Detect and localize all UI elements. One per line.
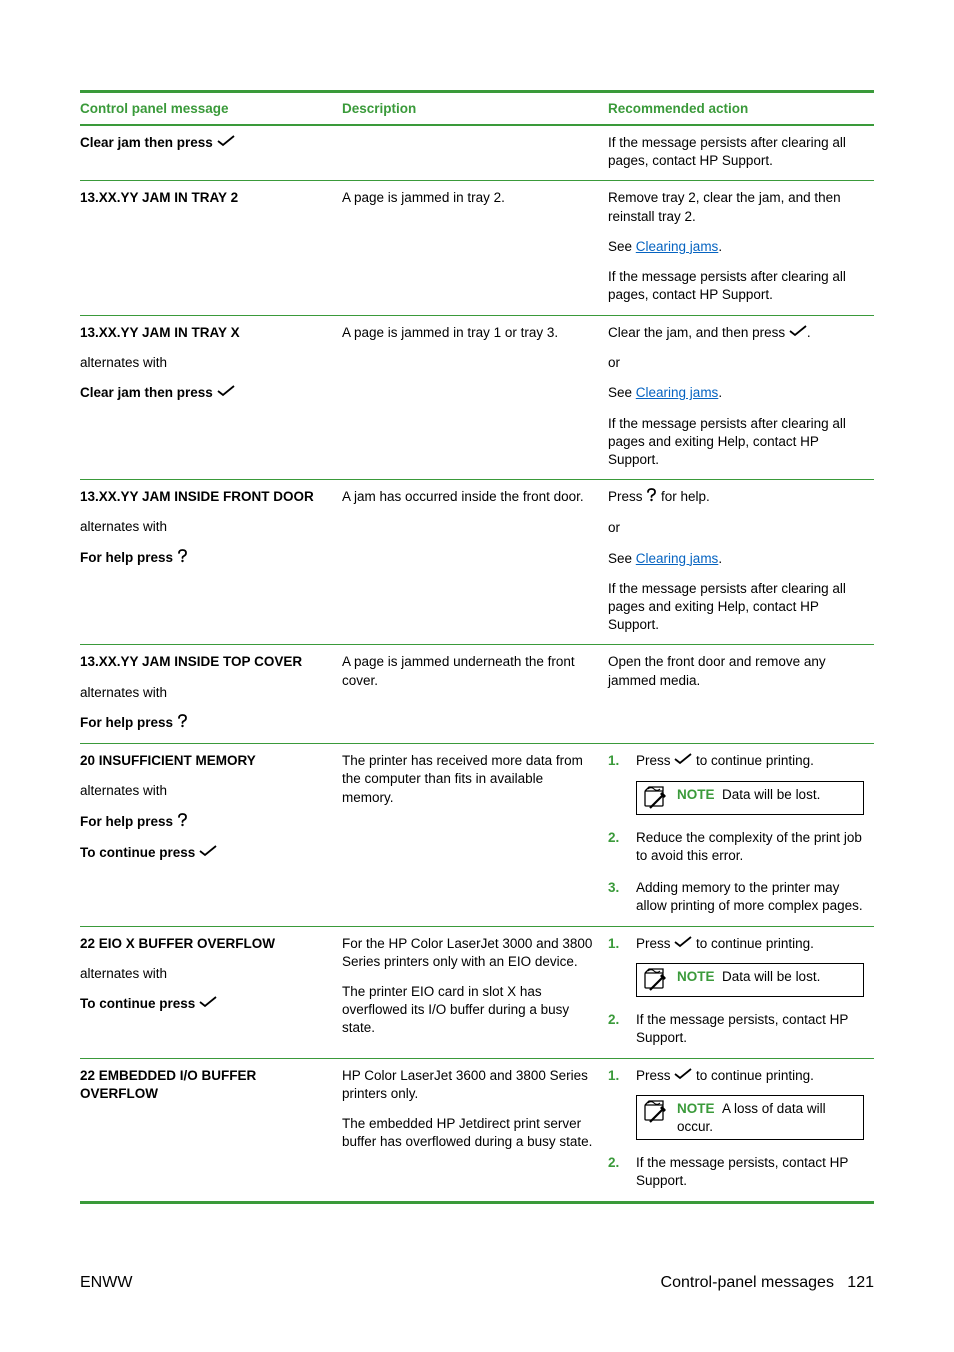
question-icon xyxy=(177,813,188,832)
check-icon xyxy=(217,134,235,152)
note-icon xyxy=(641,968,669,992)
clearing-jams-link[interactable]: Clearing jams xyxy=(636,385,719,400)
action-text: See Clearing jams. xyxy=(608,238,864,256)
document-page: Control panel message Description Recomm… xyxy=(0,0,954,1352)
table-row: 13.XX.YY JAM INSIDE TOP COVER alternates… xyxy=(80,645,874,744)
description-text: The printer has received more data from … xyxy=(342,752,598,807)
action-text: If the message persists after clearing a… xyxy=(608,268,864,304)
description-text: The embedded HP Jetdirect print server b… xyxy=(342,1115,598,1151)
note-box: NOTE Data will be lost. xyxy=(636,781,864,815)
message-text: Clear jam then press xyxy=(80,134,332,153)
description-text: HP Color LaserJet 3600 and 3800 Series p… xyxy=(342,1067,598,1103)
check-icon xyxy=(674,935,692,953)
description-text: For the HP Color LaserJet 3000 and 3800 … xyxy=(342,935,598,971)
description-text: A page is jammed underneath the front co… xyxy=(342,653,598,689)
table-row: 13.XX.YY JAM INSIDE FRONT DOOR alternate… xyxy=(80,480,874,645)
question-icon xyxy=(177,549,188,568)
header-control-panel-message: Control panel message xyxy=(80,92,342,126)
action-list: Press to continue printing. NOTE A loss … xyxy=(608,1067,864,1191)
action-list: Press to continue printing. NOTE Data wi… xyxy=(608,935,864,1048)
question-icon xyxy=(646,488,657,507)
list-item: Press to continue printing. NOTE Data wi… xyxy=(608,935,864,998)
list-item: Adding memory to the printer may allow p… xyxy=(608,879,864,915)
clearing-jams-link[interactable]: Clearing jams xyxy=(636,239,719,254)
header-description: Description xyxy=(342,92,608,126)
check-icon xyxy=(674,1067,692,1085)
table-row: Clear jam then press If the message pers… xyxy=(80,125,874,181)
check-icon xyxy=(217,384,235,402)
action-text: Open the front door and remove any jamme… xyxy=(608,653,864,689)
message-text: 13.XX.YY JAM INSIDE FRONT DOOR xyxy=(80,488,332,506)
action-text: If the message persists after clearing a… xyxy=(608,580,864,635)
list-item: If the message persists, contact HP Supp… xyxy=(608,1011,864,1047)
message-text: 13.XX.YY JAM IN TRAY 2 xyxy=(80,189,332,207)
messages-table: Control panel message Description Recomm… xyxy=(80,90,874,1204)
action-text: See Clearing jams. xyxy=(608,550,864,568)
list-item: Press to continue printing. NOTE A loss … xyxy=(608,1067,864,1141)
message-text: 13.XX.YY JAM INSIDE TOP COVER xyxy=(80,653,332,671)
message-text: alternates with xyxy=(80,782,332,800)
action-text: If the message persists after clearing a… xyxy=(608,134,864,170)
question-icon xyxy=(177,714,188,733)
list-item: Press to continue printing. NOTE Data wi… xyxy=(608,752,864,815)
check-icon xyxy=(674,752,692,770)
description-text: The printer EIO card in slot X has overf… xyxy=(342,983,598,1038)
action-list: Press to continue printing. NOTE Data wi… xyxy=(608,752,864,915)
header-recommended-action: Recommended action xyxy=(608,92,874,126)
table-row: 20 INSUFFICIENT MEMORY alternates with F… xyxy=(80,744,874,926)
message-text: alternates with xyxy=(80,684,332,702)
message-text: alternates with xyxy=(80,518,332,536)
list-item: Reduce the complexity of the print job t… xyxy=(608,829,864,865)
check-icon xyxy=(199,995,217,1013)
action-text: Clear the jam, and then press . xyxy=(608,324,864,343)
note-icon xyxy=(641,786,669,810)
clearing-jams-link[interactable]: Clearing jams xyxy=(636,551,719,566)
message-text: For help press xyxy=(80,714,332,733)
message-text: 13.XX.YY JAM IN TRAY X xyxy=(80,324,332,342)
message-text: Clear jam then press xyxy=(80,384,332,403)
list-item: If the message persists, contact HP Supp… xyxy=(608,1154,864,1190)
note-icon xyxy=(641,1100,669,1124)
check-icon xyxy=(789,324,807,342)
note-box: NOTE A loss of data will occur. xyxy=(636,1095,864,1140)
message-text: alternates with xyxy=(80,354,332,372)
message-text: 22 EMBEDDED I/O BUFFER OVERFLOW xyxy=(80,1067,332,1103)
table-row: 22 EIO X BUFFER OVERFLOW alternates with… xyxy=(80,926,874,1058)
check-icon xyxy=(199,844,217,862)
action-text: or xyxy=(608,354,864,372)
message-text: alternates with xyxy=(80,965,332,983)
action-text: Press for help. xyxy=(608,488,864,507)
table-row: 13.XX.YY JAM IN TRAY 2 A page is jammed … xyxy=(80,181,874,315)
table-row: 13.XX.YY JAM IN TRAY X alternates with C… xyxy=(80,315,874,480)
description-text: A page is jammed in tray 1 or tray 3. xyxy=(342,324,598,342)
table-row: 22 EMBEDDED I/O BUFFER OVERFLOW HP Color… xyxy=(80,1058,874,1202)
note-box: NOTE Data will be lost. xyxy=(636,963,864,997)
footer-left: ENWW xyxy=(80,1274,132,1292)
description-text: A jam has occurred inside the front door… xyxy=(342,488,598,506)
message-text: To continue press xyxy=(80,844,332,863)
message-text: 22 EIO X BUFFER OVERFLOW xyxy=(80,935,332,953)
message-text: For help press xyxy=(80,549,332,568)
footer-right: Control-panel messages 121 xyxy=(661,1274,874,1292)
description-text: A page is jammed in tray 2. xyxy=(342,189,598,207)
action-text: If the message persists after clearing a… xyxy=(608,415,864,470)
action-text: See Clearing jams. xyxy=(608,384,864,402)
page-footer: ENWW Control-panel messages 121 xyxy=(80,1274,874,1292)
message-text: To continue press xyxy=(80,995,332,1014)
message-text: 20 INSUFFICIENT MEMORY xyxy=(80,752,332,770)
action-text: or xyxy=(608,519,864,537)
message-text: For help press xyxy=(80,813,332,832)
action-text: Remove tray 2, clear the jam, and then r… xyxy=(608,189,864,225)
